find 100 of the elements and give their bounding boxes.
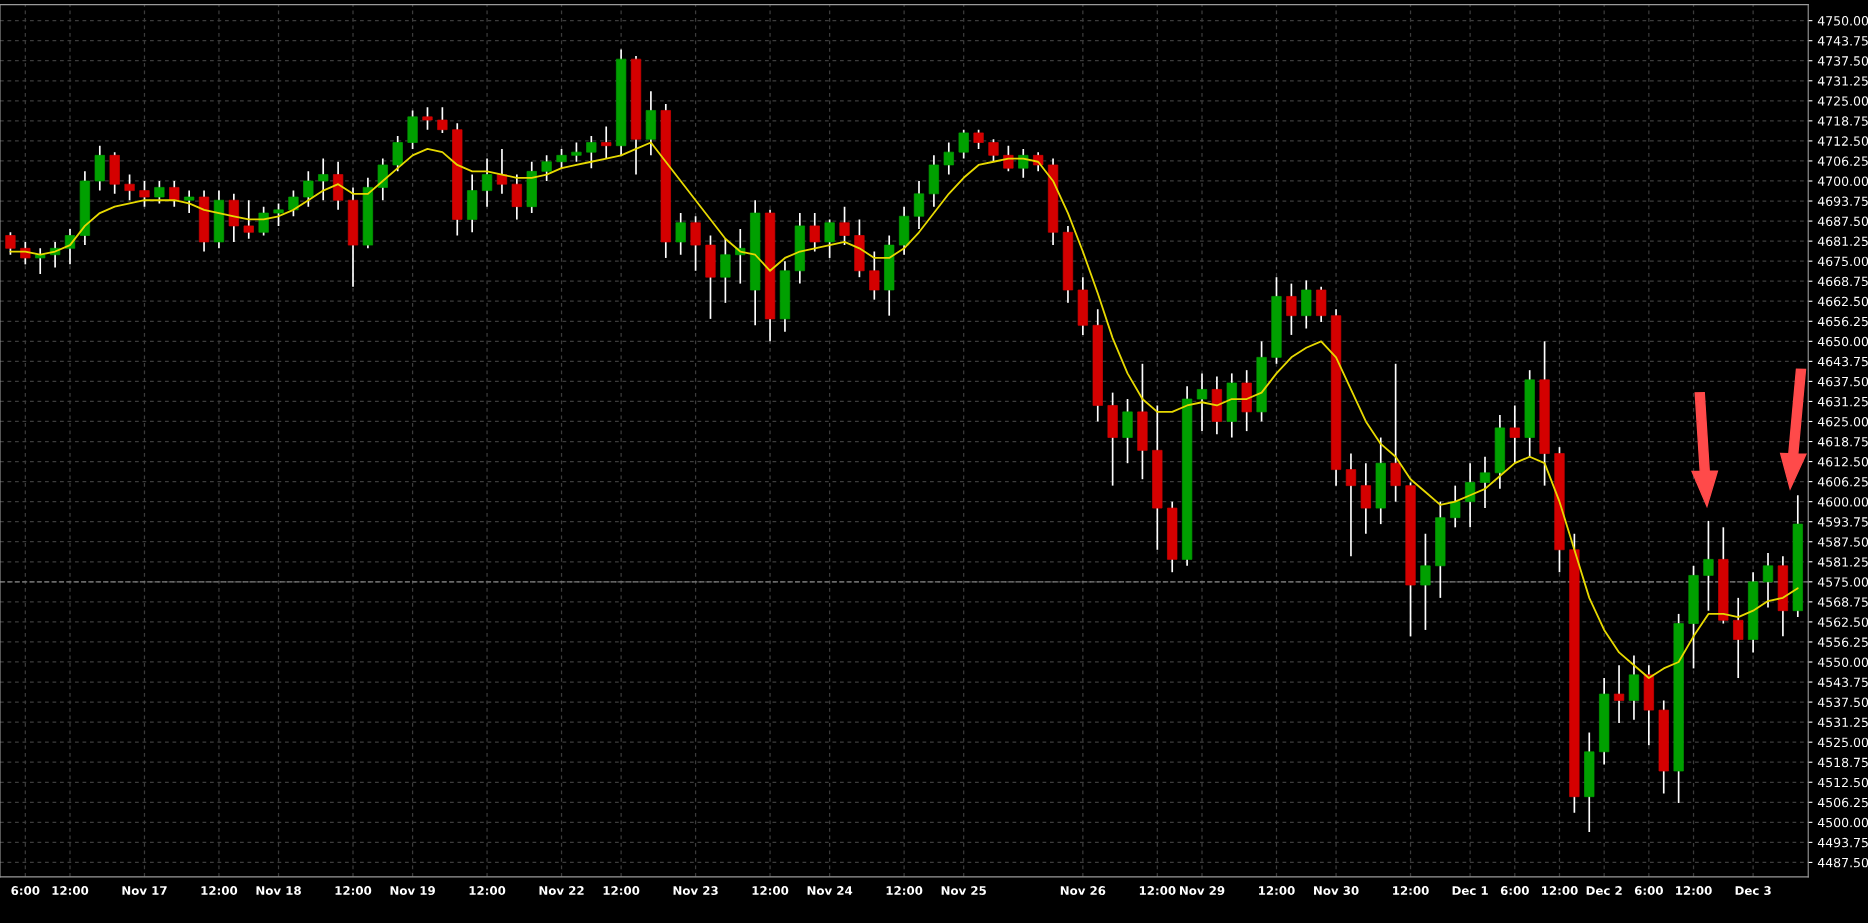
x-tick-label: 12:00 [335,886,372,896]
candlestick [124,173,135,202]
candlestick [154,180,165,205]
candlestick [1703,520,1714,612]
candlestick [541,154,552,182]
x-tick-label: 12:00 [1676,886,1712,896]
y-tick-label: 4706.25 [1817,156,1868,166]
y-tick-label: 4737.50 [1817,56,1868,66]
candlestick [35,247,46,275]
candlestick [571,141,582,163]
y-tick-label: 4718.75 [1817,116,1868,126]
y-tick-label: 4487.50 [1817,857,1868,868]
x-tick-label: Nov 18 [256,886,301,896]
y-tick-label: 4525.00 [1817,737,1868,748]
line-series [9,141,1799,679]
x-tick-label: Nov 19 [390,886,435,896]
candlestick [20,241,31,266]
candlestick [869,250,880,301]
candlestick [958,128,969,160]
candlestick [1345,452,1357,558]
candlestick [556,148,567,169]
y-tick-label: 4593.75 [1817,517,1868,527]
candlestick [601,125,612,160]
x-tick-label: 12:00 [603,886,640,896]
candlestick [1509,404,1520,465]
y-tick-label: 4668.75 [1817,276,1868,287]
candlestick [690,215,701,272]
y-tick-label: 4618.75 [1817,437,1868,447]
x-tick-label: 12:00 [469,886,506,896]
candlestick [169,180,180,208]
y-tick-label: 4606.25 [1817,477,1868,487]
y-tick-label: 4612.50 [1817,457,1868,467]
y-tick-label: 4493.75 [1817,837,1868,848]
candlestick [377,157,388,202]
y-tick-label: 4743.75 [1817,36,1868,46]
y-tick-label: 4631.25 [1817,396,1868,407]
candlestick [139,180,150,208]
y-tick-label: 4600.00 [1817,497,1868,507]
candlestick [1018,148,1029,179]
y-tick-label: 4750.00 [1817,16,1868,26]
x-tick-label: 12:00 [1542,886,1578,896]
candlestick [839,205,850,246]
y-tick-label: 4693.75 [1817,196,1868,206]
y-tick-label: 4562.50 [1817,617,1868,627]
candlestick [1465,462,1476,529]
x-tick-label: Dec 1 [1452,886,1488,896]
x-tick-label: 6:00 [11,886,40,896]
candlestick [1390,362,1401,503]
candlestick [809,212,820,253]
candlestick [318,157,329,202]
candlestick [1420,532,1431,631]
y-tick-label: 4575.00 [1817,577,1868,587]
x-tick-label: 12:00 [1393,886,1429,896]
y-tick-label: 4500.00 [1817,817,1868,828]
x-tick-label: Dec 2 [1586,886,1622,896]
y-tick-label: 4712.50 [1817,136,1868,146]
candlestick [184,189,195,214]
x-tick-label: Nov 30 [1314,886,1359,896]
candlestick [988,138,999,163]
y-tick-label: 4687.50 [1817,216,1868,226]
y-tick-label: 4543.75 [1817,677,1868,687]
x-tick-label: 6:00 [1634,886,1663,896]
candlestick [913,180,925,230]
y-tick-label: 4581.25 [1817,557,1868,567]
candlestick [5,231,16,256]
candlestick [511,173,522,221]
y-tick-label: 4650.00 [1817,336,1868,347]
candlestick [392,135,403,173]
x-tick-label: Dec 3 [1735,886,1771,896]
candlestick [1613,664,1625,724]
x-tick-label: 12:00 [52,886,89,896]
y-tick-label: 4531.25 [1817,717,1868,728]
y-tick-label: 4662.50 [1817,296,1868,307]
y-tick-label: 4550.00 [1817,657,1868,667]
candlestick [288,189,299,218]
y-tick-label: 4518.75 [1817,757,1868,768]
candlestick [675,212,686,256]
x-tick-label: Nov 29 [1179,886,1225,896]
x-tick-label: Nov 23 [673,886,718,896]
x-tick-label: 12:00 [1139,886,1176,896]
candlestick [1450,484,1461,529]
x-tick-label: 12:00 [886,886,923,896]
candlestick [586,135,597,169]
x-tick-label: 12:00 [1259,886,1295,896]
y-tick-label: 4537.50 [1817,697,1868,708]
candlestick [1003,144,1014,173]
candlestick [1196,372,1208,432]
x-tick-label: Nov 25 [941,886,986,896]
x-tick-label: Nov 22 [539,886,584,896]
y-tick-label: 4656.25 [1817,316,1868,327]
candlestick [1286,282,1297,336]
candlestick [303,170,314,208]
candlestick [243,199,254,240]
y-tick-label: 4731.25 [1817,76,1868,86]
candlestick [943,141,954,176]
y-tick-label: 4643.75 [1817,356,1868,367]
x-tick-label: Nov 26 [1060,886,1106,896]
y-tick-label: 4568.75 [1817,597,1868,607]
candlestick [481,157,493,208]
y-tick-label: 4625.00 [1817,416,1868,427]
